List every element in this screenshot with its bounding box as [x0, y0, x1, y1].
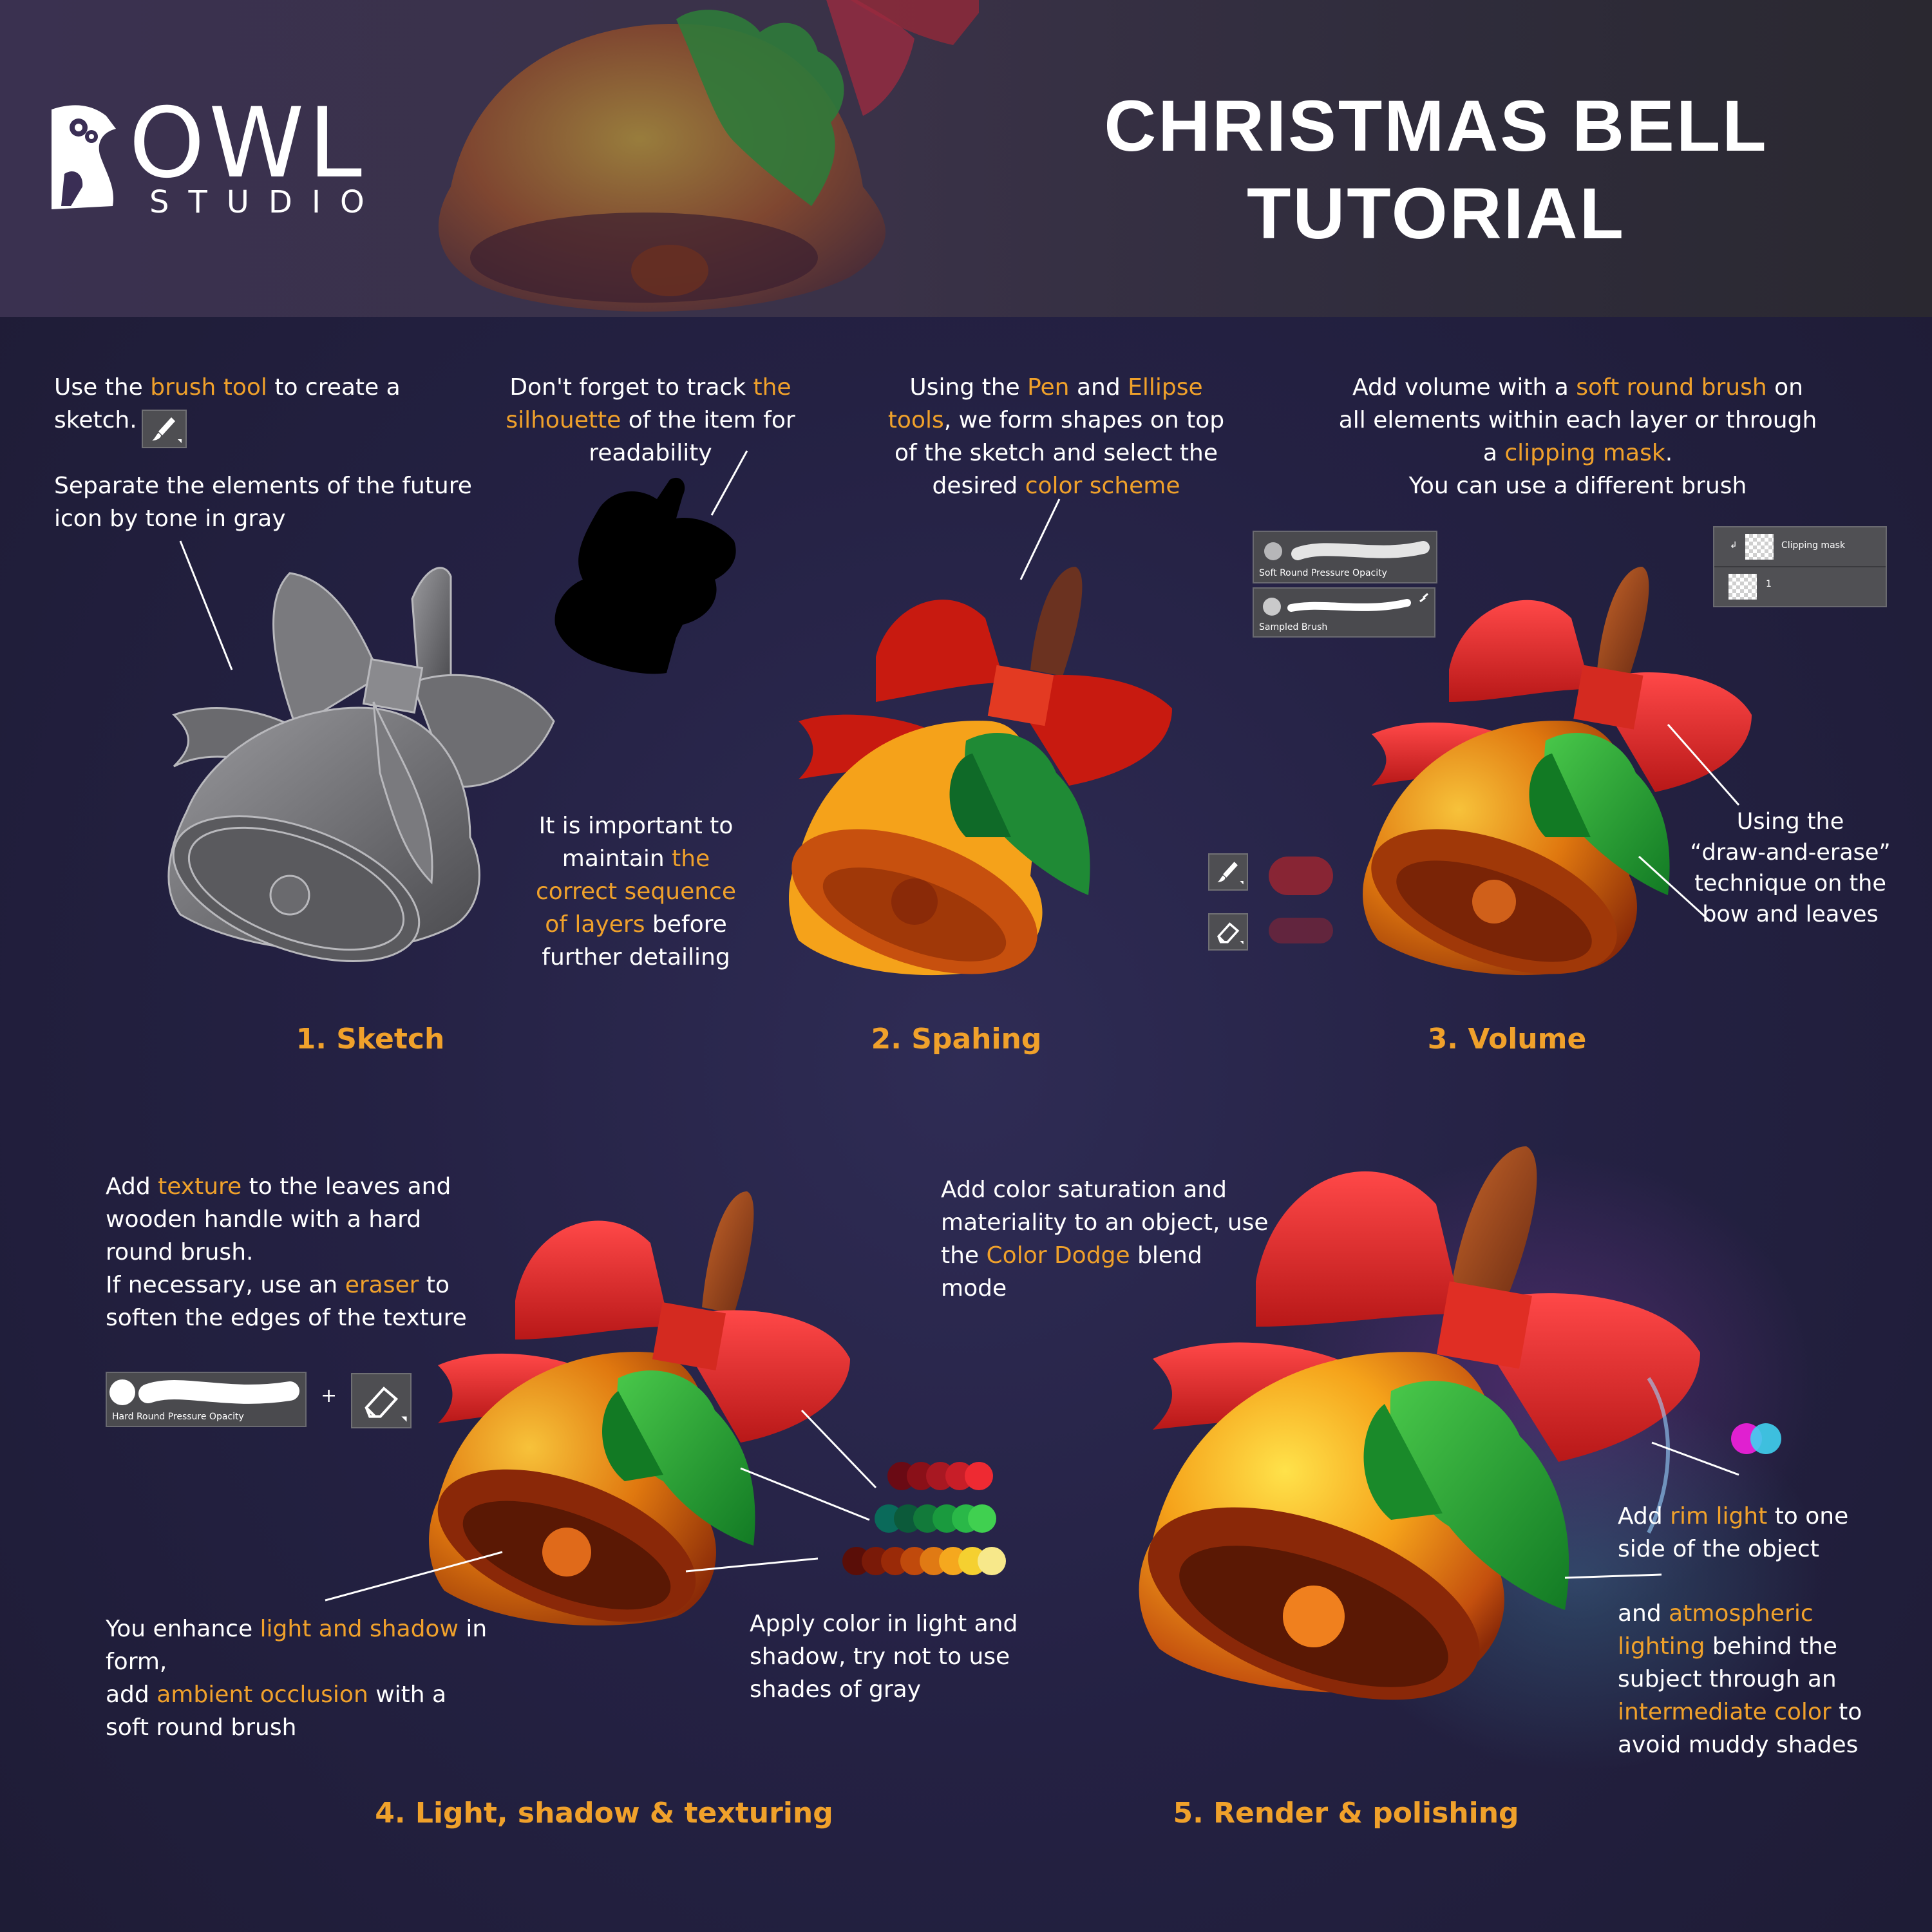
color-dodge-note: Add color saturation and materiality to … — [941, 1177, 1269, 1302]
brush-icon — [1217, 862, 1244, 885]
silhouette-shape — [554, 477, 736, 674]
layer-thumbnail — [1728, 574, 1757, 600]
brush-preset-soft-round[interactable]: Soft Round Pressure Opacity — [1253, 531, 1437, 583]
step-label-shaping: 2. Spahing — [871, 1023, 1042, 1056]
light-shadow-note: You enhance light and shadow in form, ad… — [106, 1616, 488, 1741]
layers-panel: ↲ Clipping mask 1 — [1713, 526, 1887, 607]
eraser-icon — [1217, 922, 1244, 945]
brush-name-sampled: Sampled Brush — [1259, 622, 1328, 632]
sketch-tone-note: Separate the elements of the future icon… — [54, 473, 472, 532]
layer-name-clipping: Clipping mask — [1781, 540, 1846, 551]
hard-brush-stroke — [109, 1379, 299, 1405]
soft-brush-stroke — [1264, 541, 1430, 560]
rim-light-note: Add rim light to one side of the object — [1618, 1503, 1849, 1562]
logo-word: OWL — [129, 88, 366, 200]
brush-preset-sampled[interactable]: Sampled Brush — [1253, 587, 1435, 638]
layer-row-clipping[interactable]: ↲ Clipping mask — [1714, 527, 1886, 567]
step-label-render: 5. Render & polishing — [1173, 1797, 1519, 1830]
volume-eraser-button[interactable] — [1208, 913, 1248, 951]
color-dodge-dots — [1731, 1423, 1781, 1454]
shaping-bell-illustration — [789, 567, 1172, 976]
layer-row-1[interactable]: 1 — [1714, 567, 1886, 606]
header-bell-illustration — [438, 0, 979, 312]
sketch-instruction: Use the brush tool to create a sketch. — [54, 374, 401, 433]
brush-icon — [152, 417, 182, 443]
draw-and-erase-note: Using the “draw-and-erase” technique on … — [1690, 809, 1891, 927]
brush-tool-button[interactable] — [142, 410, 187, 448]
plus-sign: + — [321, 1385, 337, 1407]
step-label-light: 4. Light, shadow & texturing — [375, 1797, 833, 1830]
render-bell-illustration — [1139, 1146, 1823, 1771]
texture-eraser-button[interactable] — [351, 1373, 412, 1428]
brush-preset-hard-round[interactable]: Hard Round Pressure Opacity — [106, 1372, 307, 1427]
step-label-volume: 3. Volume — [1427, 1023, 1587, 1056]
owl-studio-logo: OWL STUDIO — [45, 95, 380, 225]
layer-thumbnail — [1745, 534, 1774, 560]
logo-subtitle: STUDIO — [149, 184, 384, 220]
color-swatches — [842, 1462, 1006, 1575]
brush-name-hard: Hard Round Pressure Opacity — [112, 1412, 244, 1422]
title-line-2: TUTORIAL — [1246, 173, 1626, 254]
texture-note: Add texture to the leaves and wooden han… — [106, 1173, 467, 1331]
header-banner: OWL STUDIO CHRISTMAS BELL TUTORIAL — [0, 0, 1932, 317]
brush-name-soft: Soft Round Pressure Opacity — [1259, 568, 1387, 578]
sampled-brush-stroke — [1263, 592, 1428, 616]
volume-brush-button[interactable] — [1208, 853, 1248, 891]
silhouette-note: Don't forget to track the silhouette of … — [506, 374, 795, 466]
title-line-1: CHRISTMAS BELL — [1104, 86, 1768, 166]
light-bell-illustration — [429, 1191, 850, 1626]
shaping-note: Using the Pen and Ellipse tools, we form… — [887, 374, 1225, 499]
volume-note: Add volume with a soft round brush on al… — [1338, 374, 1817, 499]
page-title: CHRISTMAS BELL TUTORIAL — [1075, 82, 1797, 258]
volume-bell-illustration — [1363, 567, 1752, 976]
step-label-sketch: 1. Sketch — [296, 1023, 445, 1056]
sketch-bell-illustration — [167, 567, 555, 962]
volume-stroke-samples — [1269, 857, 1333, 943]
highlight-brush-tool: brush tool — [150, 374, 267, 401]
atmospheric-light-note: and atmospheric lighting behind the subj… — [1618, 1600, 1862, 1758]
apply-color-note: Apply color in light and shadow, try not… — [750, 1611, 1018, 1703]
layer-name-1: 1 — [1766, 579, 1772, 589]
clipping-arrow-icon: ↲ — [1730, 540, 1738, 551]
layer-sequence-note: It is important to maintain the correct … — [536, 813, 736, 971]
eraser-icon — [365, 1387, 407, 1422]
connector-lines — [179, 450, 1740, 1602]
owl-mascot-icon — [52, 105, 116, 209]
